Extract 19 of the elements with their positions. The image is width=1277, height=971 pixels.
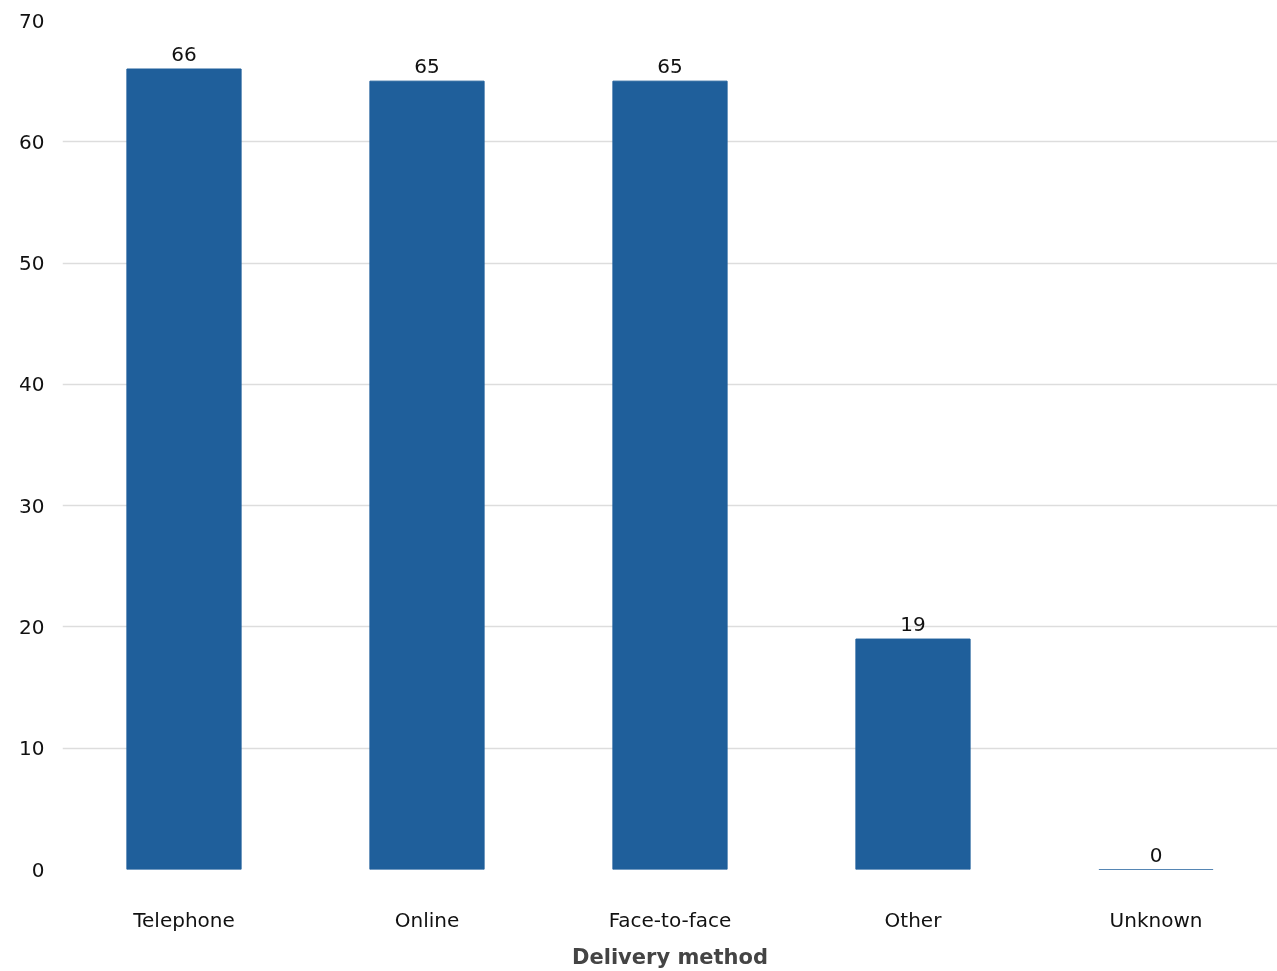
data-label: 65 [414,54,440,79]
x-axis-title: Delivery method [572,944,768,969]
x-tick-label: Telephone [132,907,235,932]
data-label: 19 [900,612,926,637]
y-tick-label: 0 [31,857,45,882]
data-label: 0 [1149,842,1163,867]
data-label: 66 [171,42,197,67]
y-tick-label: 10 [19,736,45,761]
data-label: 65 [657,54,683,79]
y-tick-label: 30 [19,493,45,518]
x-tick-label: Online [394,907,460,932]
x-tick-label: Face-to-face [608,907,732,932]
x-tick-label: Unknown [1109,907,1203,932]
y-tick-label: 20 [19,614,45,639]
y-tick-label: 50 [19,251,45,276]
y-tick-label: 40 [19,372,45,397]
y-tick-label: 70 [19,8,45,33]
y-tick-label: 60 [19,129,45,154]
x-tick-label: Other [884,907,943,932]
